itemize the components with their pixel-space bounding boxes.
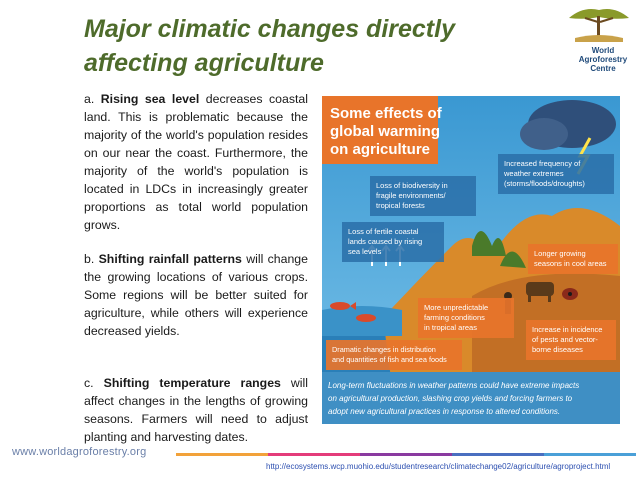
paragraph-text: will affect changes in the lengths of gr… [84,376,308,444]
paragraph-prefix: b. [84,252,99,266]
svg-text:Loss of biodiversity in: Loss of biodiversity in [376,181,448,190]
svg-text:farming conditions: farming conditions [424,313,485,322]
paragraph-shifting-temperature: c. Shifting temperature ranges will affe… [84,374,308,446]
source-url-link[interactable]: http://ecosystems.wcp.muohio.edu/student… [266,462,611,471]
infographic-title-line: global warming [330,123,440,140]
label-farming-conditions: More unpredictable farming conditions in… [418,298,514,338]
svg-text:weather extremes: weather extremes [503,169,564,178]
svg-text:(storms/floods/droughts): (storms/floods/droughts) [504,179,585,188]
footer-color-bar [544,453,636,456]
storm-cloud-icon [520,100,616,175]
label-biodiversity: Loss of biodiversity in fragile environm… [370,176,476,216]
svg-text:borne diseases: borne diseases [532,345,583,354]
logo-name-line: Centre [590,64,616,73]
svg-text:More unpredictable: More unpredictable [424,303,488,312]
paragraph-rising-sea-level: a. Rising sea level decreases coastal la… [84,90,308,234]
label-coastal-land: Loss of fertile coastal lands caused by … [342,222,444,262]
infographic-caption-line: Long-term fluctuations in weather patter… [328,381,579,390]
pest-icon [562,288,578,300]
svg-text:lands caused by rising: lands caused by rising [348,237,422,246]
svg-text:in tropical areas: in tropical areas [424,323,477,332]
fish-icon [330,302,376,322]
tree-icon [472,231,526,268]
paragraph-heading: Rising sea level [100,92,200,106]
label-pests: Increase in incidence of pests and vecto… [526,320,616,360]
logo-name-line: World [591,46,615,55]
cow-icon [526,282,554,302]
infographic-caption-line: adopt new agricultural practices in resp… [328,407,560,416]
footer-color-bar [268,453,360,456]
world-agroforestry-logo: World Agroforestry Centre [563,2,635,84]
paragraph-text: will change the growing locations of var… [84,252,308,338]
paragraph-heading: Shifting temperature ranges [103,376,281,390]
svg-text:Increase in incidence: Increase in incidence [532,325,602,334]
infographic-title-line: Some effects of [330,105,443,122]
paragraph-prefix: c. [84,376,104,390]
footer-color-bar [360,453,452,456]
svg-text:Longer growing: Longer growing [534,249,586,258]
logo-name-line: Agroforestry [578,55,628,64]
svg-text:Increased frequency of: Increased frequency of [504,159,581,168]
svg-text:sea levels: sea levels [348,247,382,256]
paragraph-text: decreases coastal land. This is problema… [84,92,308,232]
global-warming-infographic: Some effects of global warming on agricu… [322,96,620,424]
svg-text:seasons in cool areas: seasons in cool areas [534,259,607,268]
svg-text:and quantities of fish and sea: and quantities of fish and sea foods [332,355,447,364]
footer-website[interactable]: www.worldagroforestry.org [12,446,147,458]
svg-text:tropical forests: tropical forests [376,201,425,210]
label-weather-extremes: Increased frequency of weather extremes … [498,154,614,194]
infographic-title-line: on agriculture [330,141,430,158]
paragraph-shifting-rainfall: b. Shifting rainfall patterns will chang… [84,250,308,340]
paragraph-heading: Shifting rainfall patterns [98,252,242,266]
svg-text:Loss of fertile coastal: Loss of fertile coastal [348,227,419,236]
footer-color-bar [452,453,544,456]
svg-text:Dramatic changes in distributi: Dramatic changes in distribution [332,345,436,354]
slide-title: Major climatic changes directly affectin… [84,15,455,77]
infographic-caption-line: on agricultural production, slashing cro… [328,394,573,403]
paragraph-prefix: a. [84,92,101,106]
infographic-title-panel [322,96,438,164]
footer-color-bar [176,453,268,456]
label-fish: Dramatic changes in distribution and qua… [326,340,462,370]
svg-text:of pests and vector-: of pests and vector- [532,335,598,344]
tree-icon [569,9,629,42]
label-growing-seasons: Longer growing seasons in cool areas [528,244,618,274]
svg-text:fragile environments/: fragile environments/ [376,191,447,200]
infographic-caption-panel [322,372,620,424]
